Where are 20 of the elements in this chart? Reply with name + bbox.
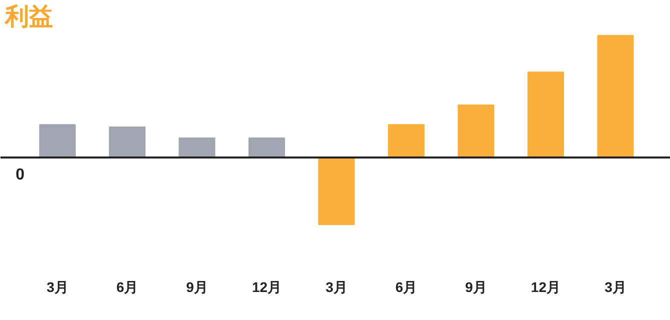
bar xyxy=(388,124,425,158)
x-tick-label: 3月 xyxy=(326,278,348,295)
bar xyxy=(39,124,76,158)
x-tick-label: 9月 xyxy=(186,278,208,295)
ref-line-label: 0 xyxy=(16,166,25,184)
x-tick-label: 6月 xyxy=(116,278,138,295)
bar xyxy=(108,126,146,158)
bar xyxy=(597,35,634,158)
x-tick-label: 9月 xyxy=(465,278,487,295)
bar xyxy=(248,137,286,158)
chart-title: 利益 xyxy=(4,2,54,31)
bar xyxy=(318,157,355,226)
bar xyxy=(458,104,494,158)
x-tick-label: 12月 xyxy=(252,278,282,295)
x-tick-label: 3月 xyxy=(46,278,68,295)
bar xyxy=(178,137,216,158)
x-tick-label: 6月 xyxy=(395,278,418,295)
bar xyxy=(527,72,564,158)
x-tick-label: 12月 xyxy=(530,278,561,295)
x-tick-label: 3月 xyxy=(604,278,626,295)
